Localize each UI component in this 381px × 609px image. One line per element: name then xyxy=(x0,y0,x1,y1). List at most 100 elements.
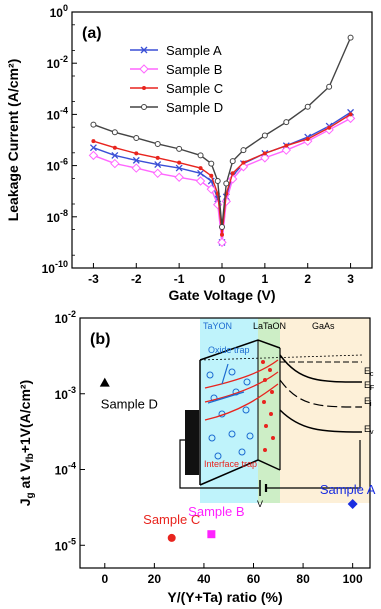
panel-b-x-axis-label: Y/(Y+Ta) ratio (%) xyxy=(167,589,282,605)
data-point xyxy=(91,139,96,144)
data-point xyxy=(167,533,176,542)
inset-gate-electrode xyxy=(185,410,199,475)
data-point xyxy=(219,223,225,230)
data-point xyxy=(111,151,119,159)
data-point xyxy=(134,151,139,156)
series-sample-c xyxy=(91,112,353,237)
data-point xyxy=(262,151,267,156)
legend-marker xyxy=(139,64,149,74)
y-tick-label: 10-4 xyxy=(47,105,68,122)
data-point xyxy=(89,144,97,152)
data-point xyxy=(207,530,216,539)
data-point xyxy=(90,121,97,128)
y-tick-label: 100 xyxy=(50,3,68,20)
data-point xyxy=(154,140,161,147)
series-sample-d xyxy=(90,34,354,230)
panel-a-y-axis-label: Leakage Current (A/cm²) xyxy=(5,59,21,222)
legend-label: Sample A xyxy=(166,43,222,58)
y-tick-label: 10-2 xyxy=(55,309,76,326)
data-point xyxy=(230,171,235,176)
data-point xyxy=(208,160,215,167)
data-point xyxy=(88,150,99,161)
data-point xyxy=(305,136,310,141)
data-point xyxy=(229,158,236,165)
data-point xyxy=(240,147,247,154)
y-tick-label: 10-2 xyxy=(47,54,68,71)
data-point xyxy=(284,143,289,148)
legend-label: Sample D xyxy=(166,100,223,115)
data-point xyxy=(348,112,353,117)
panel-a-label: (a) xyxy=(82,25,102,42)
x-tick-label: 60 xyxy=(247,572,261,586)
legend-label: Sample C xyxy=(166,81,223,96)
data-point xyxy=(197,152,204,159)
inset-ev-band xyxy=(279,409,363,433)
inset-label-latson: LaTaON xyxy=(253,321,286,331)
legend-entry: Sample C xyxy=(130,81,223,96)
data-point xyxy=(177,160,182,165)
data-point xyxy=(110,158,120,169)
panel-a-series xyxy=(88,34,356,248)
inset-interface-traps xyxy=(261,360,275,452)
x-tick-label: 0 xyxy=(219,272,226,286)
legend-entry: Sample D xyxy=(130,100,223,115)
inset-latson-region xyxy=(258,318,280,503)
data-point xyxy=(220,232,224,237)
y-tick-label: 10-5 xyxy=(55,536,76,553)
x-tick-label: -2 xyxy=(131,272,142,286)
x-tick-label: 20 xyxy=(148,572,162,586)
panel-b-y-axis-label: Jg at Vfb+1V(A/cm²) xyxy=(17,380,36,506)
inset-bias-label: V xyxy=(257,499,263,509)
y-tick-label: 10-8 xyxy=(47,208,68,225)
x-tick-label: 40 xyxy=(197,572,211,586)
panel-a-ticks: -3 -2 -1 0 1 2 3 10-10 10-8 10-6 10-4 10-2 100 xyxy=(42,3,355,286)
y-tick-label: 10-3 xyxy=(55,385,76,402)
inset-ef-label: EF xyxy=(364,380,374,392)
inset-gaas-region xyxy=(280,318,370,503)
data-point xyxy=(155,155,160,160)
inset-trap-arrows xyxy=(204,359,279,421)
inset-ec-band xyxy=(279,354,363,383)
panel-a-x-axis-label: Gate Voltage (V) xyxy=(168,287,275,303)
data-point xyxy=(131,163,141,173)
y-tick-label: 10-6 xyxy=(47,157,68,174)
data-point xyxy=(214,178,221,185)
data-point xyxy=(112,145,117,150)
x-tick-label: 80 xyxy=(296,572,310,586)
data-point xyxy=(241,160,246,165)
data-point xyxy=(133,134,140,141)
data-point xyxy=(111,129,118,136)
legend-marker xyxy=(141,104,147,110)
point-label: Sample C xyxy=(143,512,200,527)
data-point xyxy=(198,166,203,171)
data-point xyxy=(197,169,205,177)
x-tick-label: -3 xyxy=(88,272,99,286)
inset-label-tayon: TaYON xyxy=(203,321,232,331)
legend-marker xyxy=(142,86,146,90)
data-point xyxy=(281,145,291,155)
inset-oxide-trap-label: Oxide trap xyxy=(208,345,250,355)
data-point xyxy=(209,173,214,178)
point-sample-c: Sample C xyxy=(143,512,200,542)
legend-entry: Sample B xyxy=(130,62,222,77)
data-point xyxy=(217,237,227,248)
point-sample-a: Sample A xyxy=(320,482,376,510)
series-line xyxy=(93,113,351,235)
data-point xyxy=(206,184,216,194)
point-label: Sample D xyxy=(101,397,158,412)
panel-b: TaYON LaTaON GaAs Ec EF Ei Ev xyxy=(17,309,376,605)
legend-label: Sample B xyxy=(166,62,222,77)
panel-b-ticks: 0 20 40 60 80 100 10-5 10-4 10-3 10-2 xyxy=(55,309,363,586)
data-point xyxy=(283,119,290,126)
inset-ei-band xyxy=(279,379,363,408)
panel-a-legend: Sample A Sample B Sample C Sample D xyxy=(130,43,223,115)
y-tick-label: 10-4 xyxy=(55,461,76,478)
legend-entry: Sample A xyxy=(130,43,222,58)
data-point xyxy=(174,172,184,182)
panel-b-label: (b) xyxy=(90,331,110,348)
x-tick-label: 100 xyxy=(343,572,363,586)
data-point xyxy=(347,108,355,116)
data-point xyxy=(347,34,354,41)
